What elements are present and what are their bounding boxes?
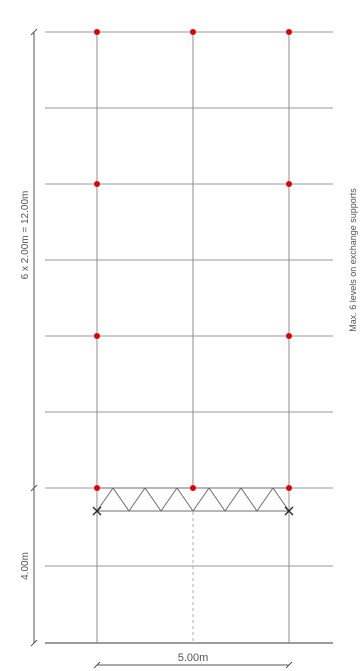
support-node	[190, 485, 196, 491]
support-node	[286, 333, 292, 339]
vertical-dimension-lower-label: 4.00m	[20, 552, 31, 580]
horizontal-dimension-label: 5.00m	[178, 652, 209, 664]
support-node	[286, 181, 292, 187]
support-node	[286, 485, 292, 491]
support-node	[94, 333, 100, 339]
pin-support-left	[92, 506, 102, 516]
pin-support-right	[284, 506, 294, 516]
dimension-tick	[30, 28, 38, 36]
support-node	[94, 485, 100, 491]
support-node	[286, 29, 292, 35]
truss-web-diagonals	[96, 487, 290, 512]
support-node	[94, 29, 100, 35]
vertical-dimension-upper-label: 6 x 2.00m = 12.00m	[20, 191, 31, 280]
side-note-label: Max. 6 levels on exchange supports	[348, 188, 358, 332]
dimension-tick	[93, 661, 101, 669]
support-node	[94, 181, 100, 187]
support-node	[190, 29, 196, 35]
dimension-tick	[30, 639, 38, 647]
dimension-tick	[30, 484, 38, 492]
dimension-tick	[285, 661, 293, 669]
